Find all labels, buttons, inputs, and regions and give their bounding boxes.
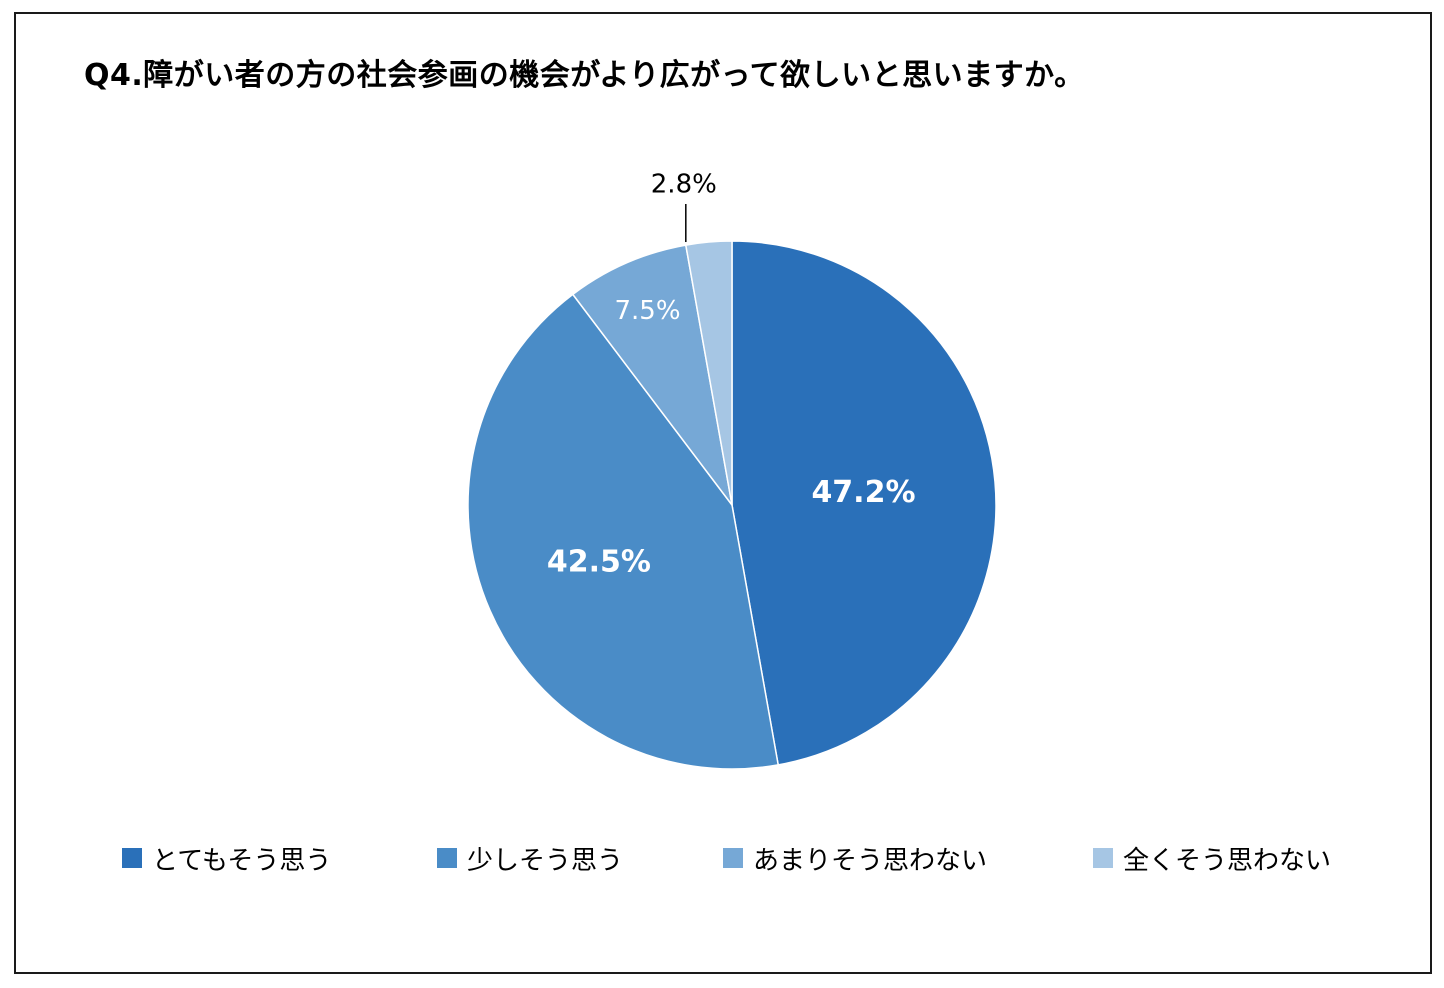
legend-label: あまりそう思わない — [753, 845, 988, 876]
legend-swatch — [1093, 848, 1113, 868]
legend-item-3: あまりそう思わない — [723, 838, 987, 878]
legend-label: とてもそう思う — [152, 845, 332, 876]
data-label-4: 2.8% — [651, 170, 717, 200]
legend-swatch — [723, 848, 743, 868]
legend-swatch — [437, 848, 457, 868]
legend-swatch — [122, 848, 142, 868]
data-label-2: 42.5% — [547, 545, 651, 580]
legend-label: 全くそう思わない — [1123, 845, 1332, 876]
chart-title: Q4.障がい者の方の社会参画の機会がより広がって欲しいと思いますか。 — [84, 58, 1085, 93]
legend-item-2: 少しそう思う — [437, 838, 623, 878]
pie-slice-1 — [731, 240, 997, 766]
pie-slice-3 — [571, 244, 733, 506]
legend-label: 少しそう思う — [467, 845, 624, 876]
pie-slice-4 — [684, 240, 733, 506]
legend-item-1: とてもそう思う — [122, 838, 331, 878]
pie-slice-2 — [467, 293, 780, 770]
pie-slices — [467, 240, 997, 770]
data-label-3: 7.5% — [614, 296, 680, 326]
data-label-1: 47.2% — [811, 475, 915, 510]
legend-item-4: 全くそう思わない — [1093, 838, 1331, 878]
data-labels: 47.2% 42.5% 7.5% 2.8% — [547, 170, 916, 580]
